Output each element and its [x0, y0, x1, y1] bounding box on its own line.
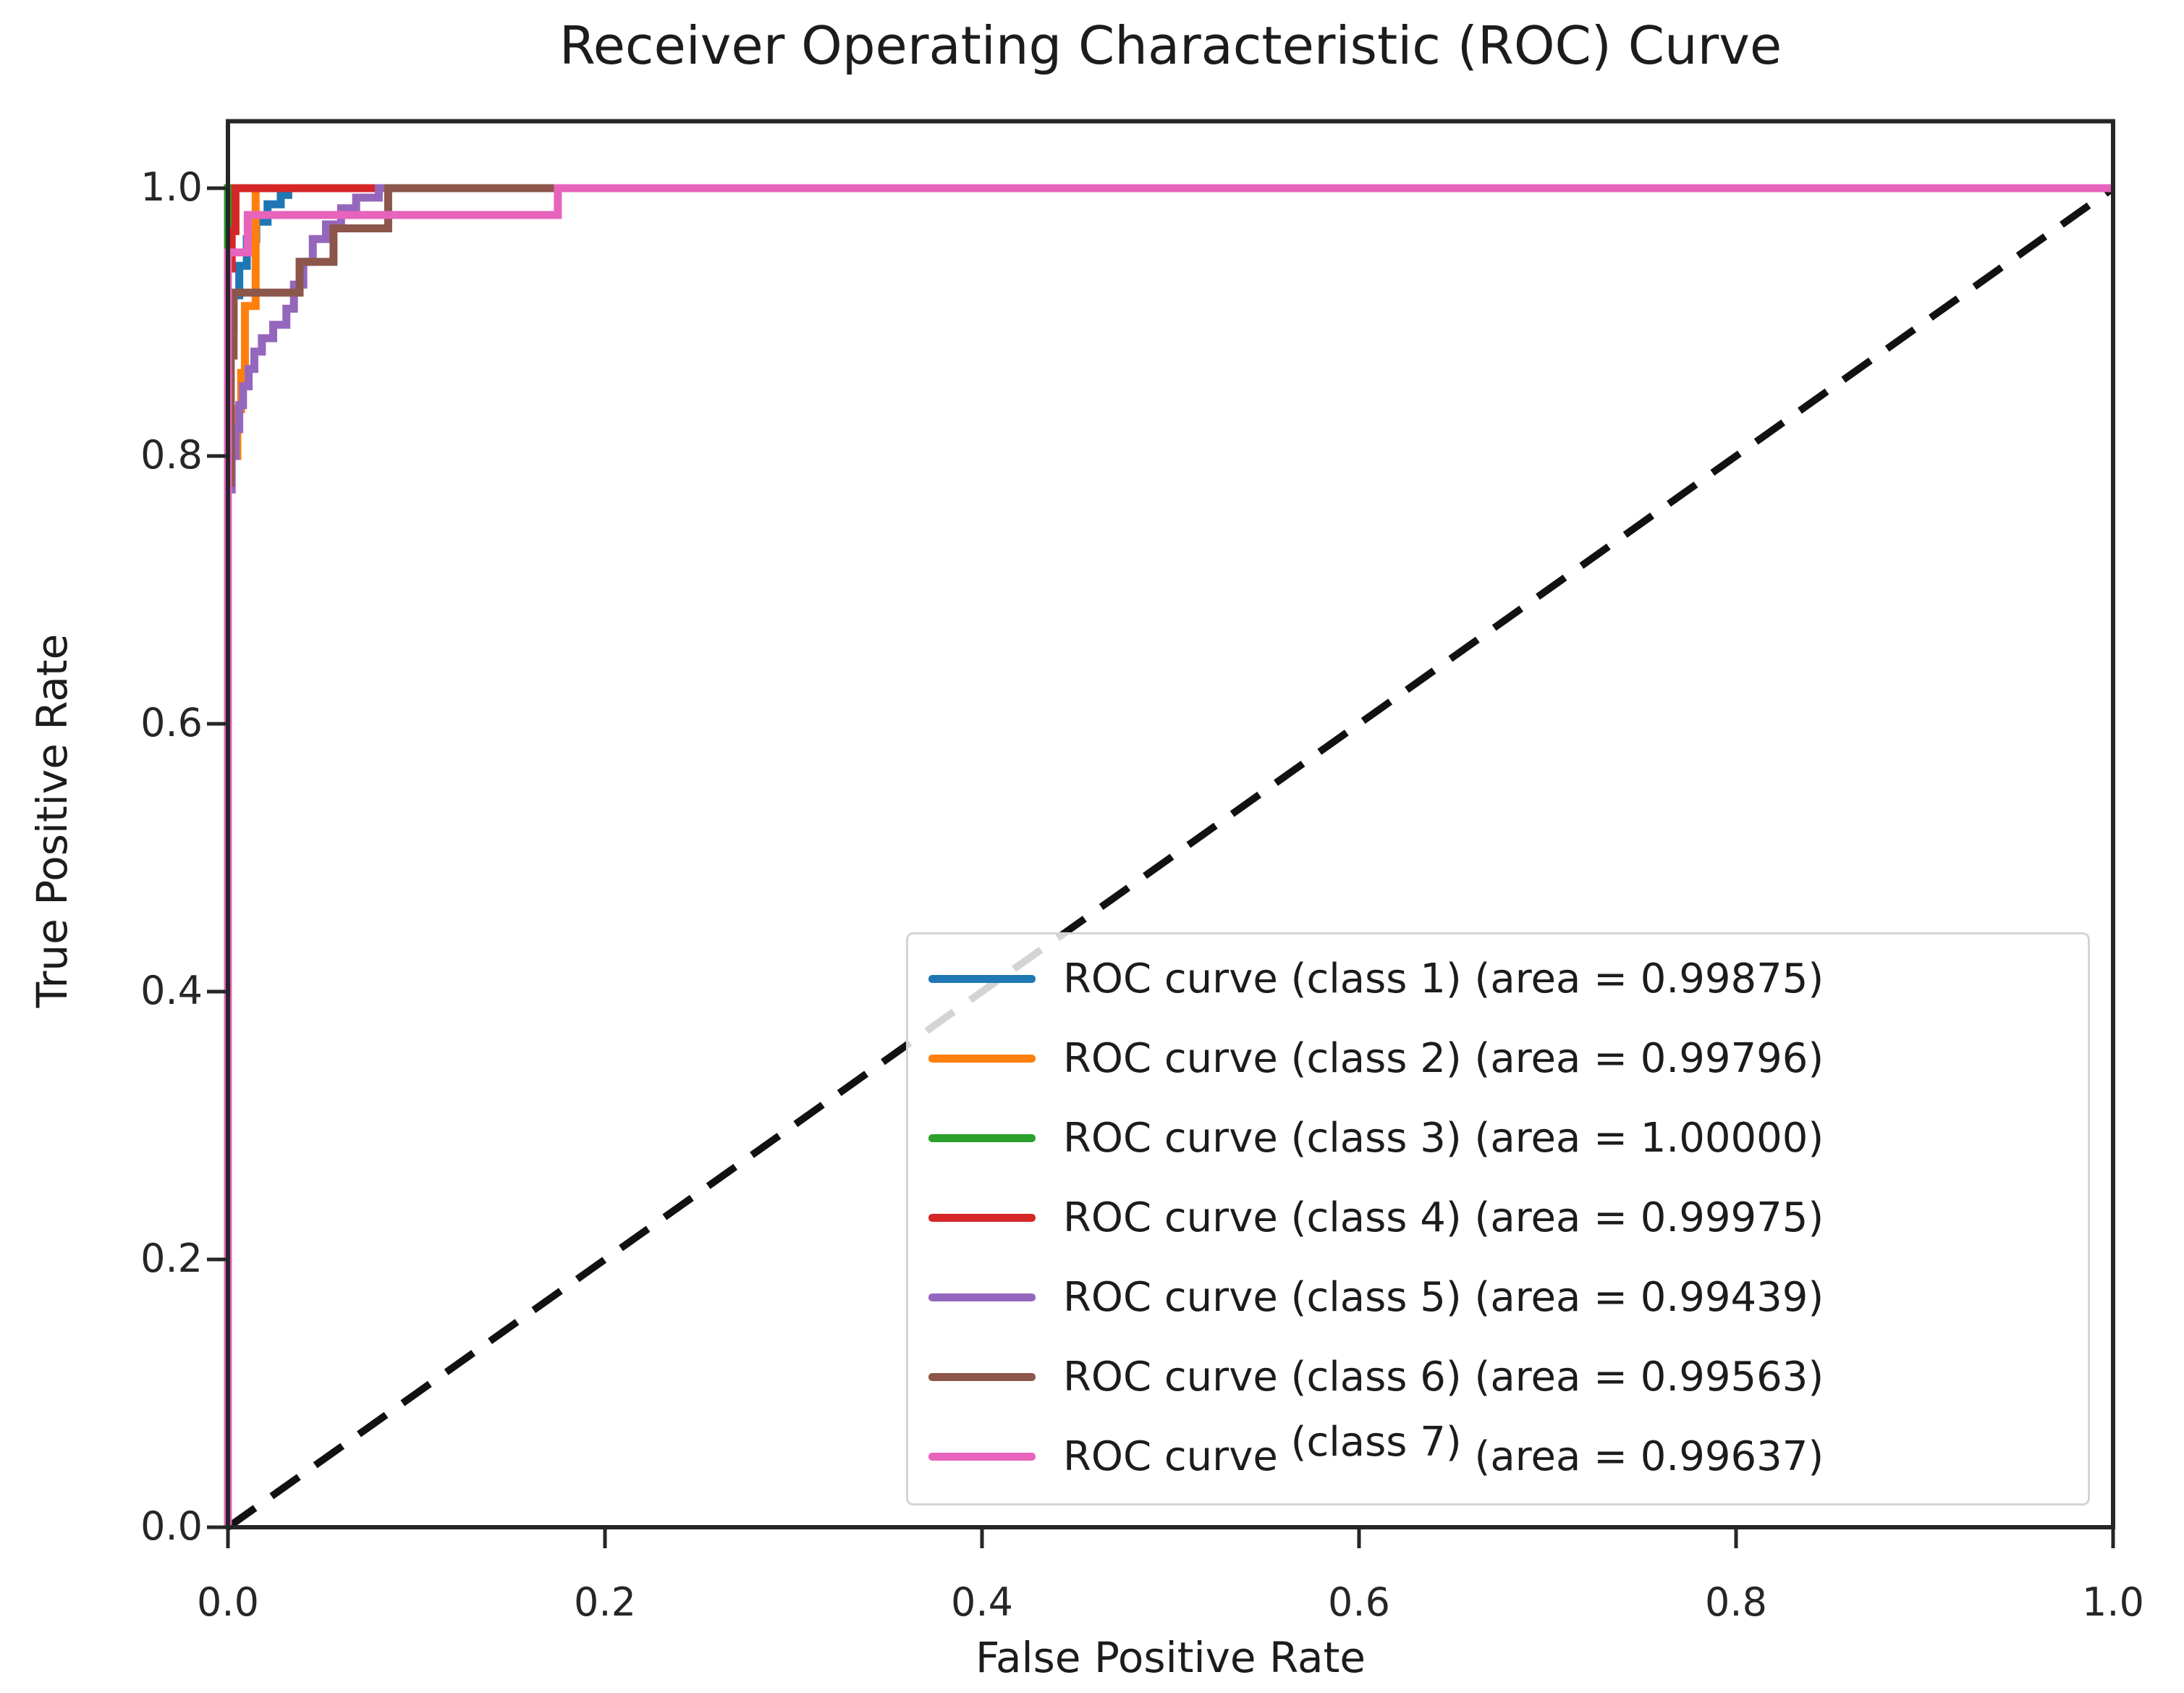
- legend-label-part: ROC curve: [1063, 1194, 1291, 1241]
- x-tick-label-0.0: 0.0: [197, 1579, 259, 1625]
- legend-swatch-class-5: [928, 1293, 1036, 1301]
- legend-label-part: (class 5): [1290, 1273, 1462, 1321]
- legend-swatch-class-7: [928, 1452, 1036, 1461]
- legend-swatch-class-6: [928, 1372, 1036, 1381]
- legend-label-part: (class 4): [1290, 1194, 1462, 1241]
- legend-label-part: (area = 0.99563): [1461, 1353, 1824, 1401]
- y-tick-label-0.8: 0.8: [140, 432, 203, 478]
- x-tick-label-1.0: 1.0: [2082, 1579, 2144, 1625]
- legend-swatch-class-3: [928, 1133, 1036, 1142]
- x-tick-label-0.6: 0.6: [1328, 1579, 1390, 1625]
- legend-label-part: ROC curve: [1063, 1353, 1291, 1401]
- x-axis-label: False Positive Rate: [975, 1633, 1366, 1682]
- legend-swatch-class-2: [928, 1054, 1036, 1063]
- roc-curve-class-5: [224, 184, 2113, 1527]
- x-tick-label-0.4: 0.4: [951, 1579, 1013, 1625]
- legend-label-part: ROC curve: [1063, 1273, 1291, 1321]
- legend-label-class-1: ROC curve (class 1) (area = 0.99875): [1063, 955, 1824, 1002]
- y-tick-label-0.0: 0.0: [140, 1503, 203, 1549]
- legend-row-class-4: ROC curve (class 4) (area = 0.99975): [908, 1178, 2088, 1257]
- legend-label-class-2: ROC curve (class 2) (area = 0.99796): [1063, 1035, 1824, 1082]
- legend-label-part: (class 1): [1290, 955, 1462, 1002]
- legend-label-class-7: ROC curve (class 7) (area = 0.99637): [1063, 1419, 1824, 1480]
- legend-label-part: ROC curve: [1063, 1114, 1291, 1162]
- legend-row-class-3: ROC curve (class 3) (area = 1.00000): [908, 1098, 2088, 1178]
- legend-label-part: (class 6): [1290, 1353, 1462, 1401]
- legend-swatch-class-1: [928, 974, 1036, 983]
- legend-row-class-7: ROC curve (class 7) (area = 0.99637): [908, 1417, 2088, 1496]
- legend-label-part: (area = 0.99975): [1461, 1194, 1824, 1241]
- y-tick-label-0.6: 0.6: [140, 700, 203, 746]
- chart-title: Receiver Operating Characteristic (ROC) …: [559, 15, 1782, 76]
- legend-label-part: (area = 0.99875): [1461, 955, 1824, 1002]
- y-axis-label: True Positive Rate: [27, 633, 77, 1008]
- legend-row-class-6: ROC curve (class 6) (area = 0.99563): [908, 1337, 2088, 1417]
- legend-label-class-4: ROC curve (class 4) (area = 0.99975): [1063, 1194, 1824, 1241]
- legend-label-part: (class 2): [1290, 1034, 1462, 1082]
- y-tick-label-0.4: 0.4: [140, 968, 203, 1013]
- legend-label-part: (area = 0.99637): [1461, 1432, 1824, 1480]
- legend-label-part: ROC curve: [1063, 1034, 1291, 1082]
- x-tick-label-0.8: 0.8: [1705, 1579, 1767, 1625]
- legend-label-part: (area = 0.99796): [1461, 1034, 1824, 1082]
- legend-label-class-5: ROC curve (class 5) (area = 0.99439): [1063, 1274, 1824, 1321]
- legend-row-class-1: ROC curve (class 1) (area = 0.99875): [908, 939, 2088, 1018]
- legend-label-part: ROC curve: [1063, 955, 1291, 1002]
- legend-label-part: ROC curve: [1063, 1432, 1291, 1480]
- legend-label-part: (area = 1.00000): [1461, 1114, 1824, 1162]
- legend-label-part: (class 3): [1290, 1114, 1462, 1162]
- legend-label-part: (area = 0.99439): [1461, 1273, 1824, 1321]
- legend-row-class-5: ROC curve (class 5) (area = 0.99439): [908, 1257, 2088, 1337]
- legend-label-class-3: ROC curve (class 3) (area = 1.00000): [1063, 1115, 1824, 1162]
- axes-spines: [226, 119, 2115, 1529]
- legend-label-class-6: ROC curve (class 6) (area = 0.99563): [1063, 1354, 1824, 1401]
- y-tick-label-1.0: 1.0: [140, 164, 203, 210]
- legend-box: ROC curve (class 1) (area = 0.99875) ROC …: [906, 932, 2090, 1506]
- legend-label-part: (class 7): [1290, 1418, 1462, 1466]
- legend-swatch-class-4: [928, 1213, 1036, 1222]
- chance-diagonal-line: [226, 185, 2115, 1531]
- x-tick-label-0.2: 0.2: [574, 1579, 636, 1625]
- y-tick-label-0.2: 0.2: [140, 1236, 203, 1281]
- legend-row-class-2: ROC curve (class 2) (area = 0.99796): [908, 1018, 2088, 1098]
